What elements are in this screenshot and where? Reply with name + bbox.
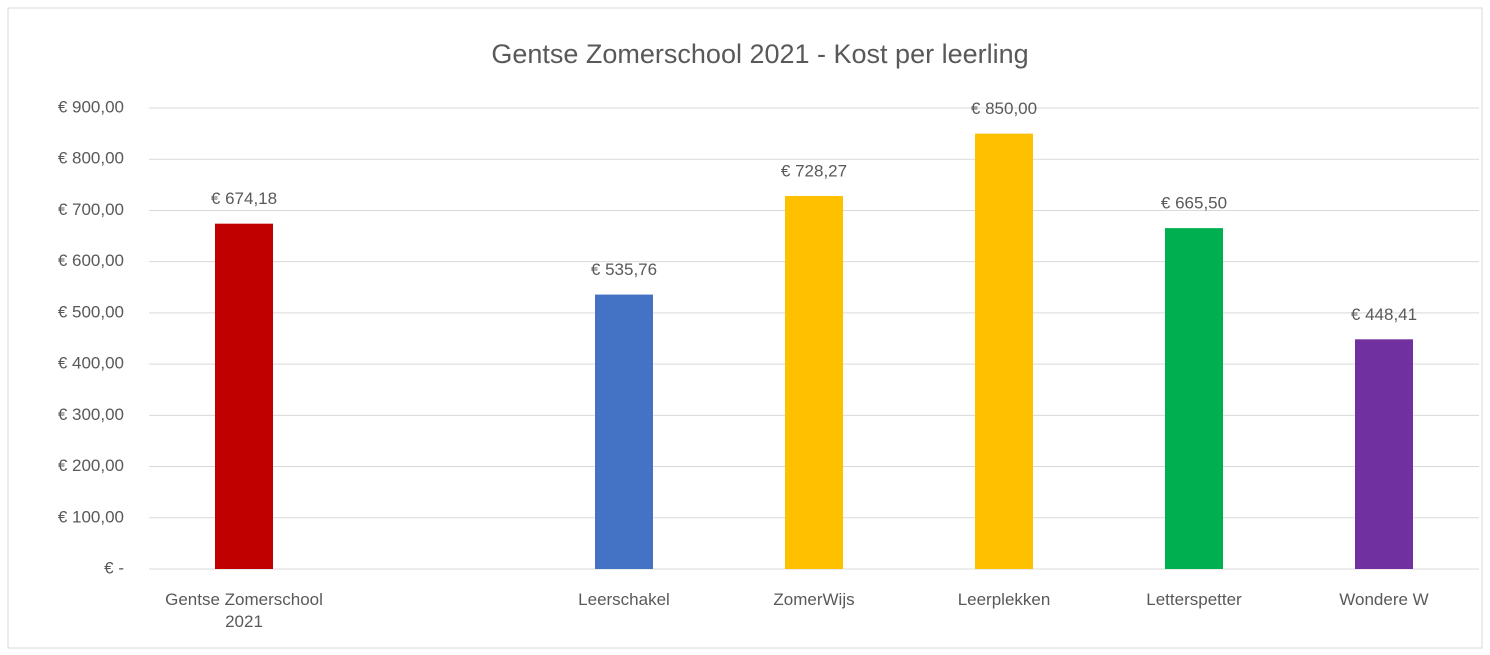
value-label: € 448,41 [1351, 305, 1417, 324]
x-tick-label: Leerplekken [957, 590, 1051, 609]
y-tick-label: € 300,00 [58, 405, 124, 424]
x-tick-label: ZomerWijs [773, 590, 855, 609]
y-tick-label: € 400,00 [58, 354, 124, 373]
y-tick-label: € 200,00 [58, 456, 124, 475]
x-tick-label-box: Letterspetter [1146, 590, 1242, 609]
x-tick-label-box: Leerschakel [578, 590, 670, 609]
value-label: € 665,50 [1161, 194, 1227, 213]
x-tick-label: Letterspetter [1146, 590, 1242, 609]
x-tick-label-box: ZomerWijs [773, 590, 855, 609]
bar [785, 195, 843, 569]
x-tick-label-box: Gentse Zomerschool 2021 [165, 590, 323, 631]
x-tick-label: Leerschakel [578, 590, 670, 609]
bar [1355, 339, 1413, 569]
value-label: € 535,76 [591, 260, 657, 279]
y-tick-label: € 100,00 [58, 507, 124, 526]
chart-title: Gentse Zomerschool 2021 - Kost per leerl… [491, 39, 1028, 69]
value-label: € 674,18 [211, 189, 277, 208]
value-label: € 850,00 [971, 99, 1037, 118]
bar [975, 133, 1033, 569]
y-tick-label: € 900,00 [58, 97, 124, 116]
x-tick-label: Wondere W [1339, 590, 1429, 609]
x-tick-label-box: Leerplekken [957, 590, 1051, 609]
value-label: € 728,27 [781, 161, 847, 180]
y-tick-label: € 600,00 [58, 251, 124, 270]
y-tick-label: € - [104, 558, 124, 577]
y-tick-label: € 800,00 [58, 149, 124, 168]
bar [595, 294, 653, 569]
y-tick-label: € 500,00 [58, 302, 124, 321]
x-tick-label: Gentse Zomerschool 2021 [165, 590, 323, 631]
y-tick-label: € 700,00 [58, 200, 124, 219]
bar [215, 223, 273, 569]
x-tick-label-box: Wondere W [1339, 590, 1429, 609]
bar [1165, 228, 1223, 570]
